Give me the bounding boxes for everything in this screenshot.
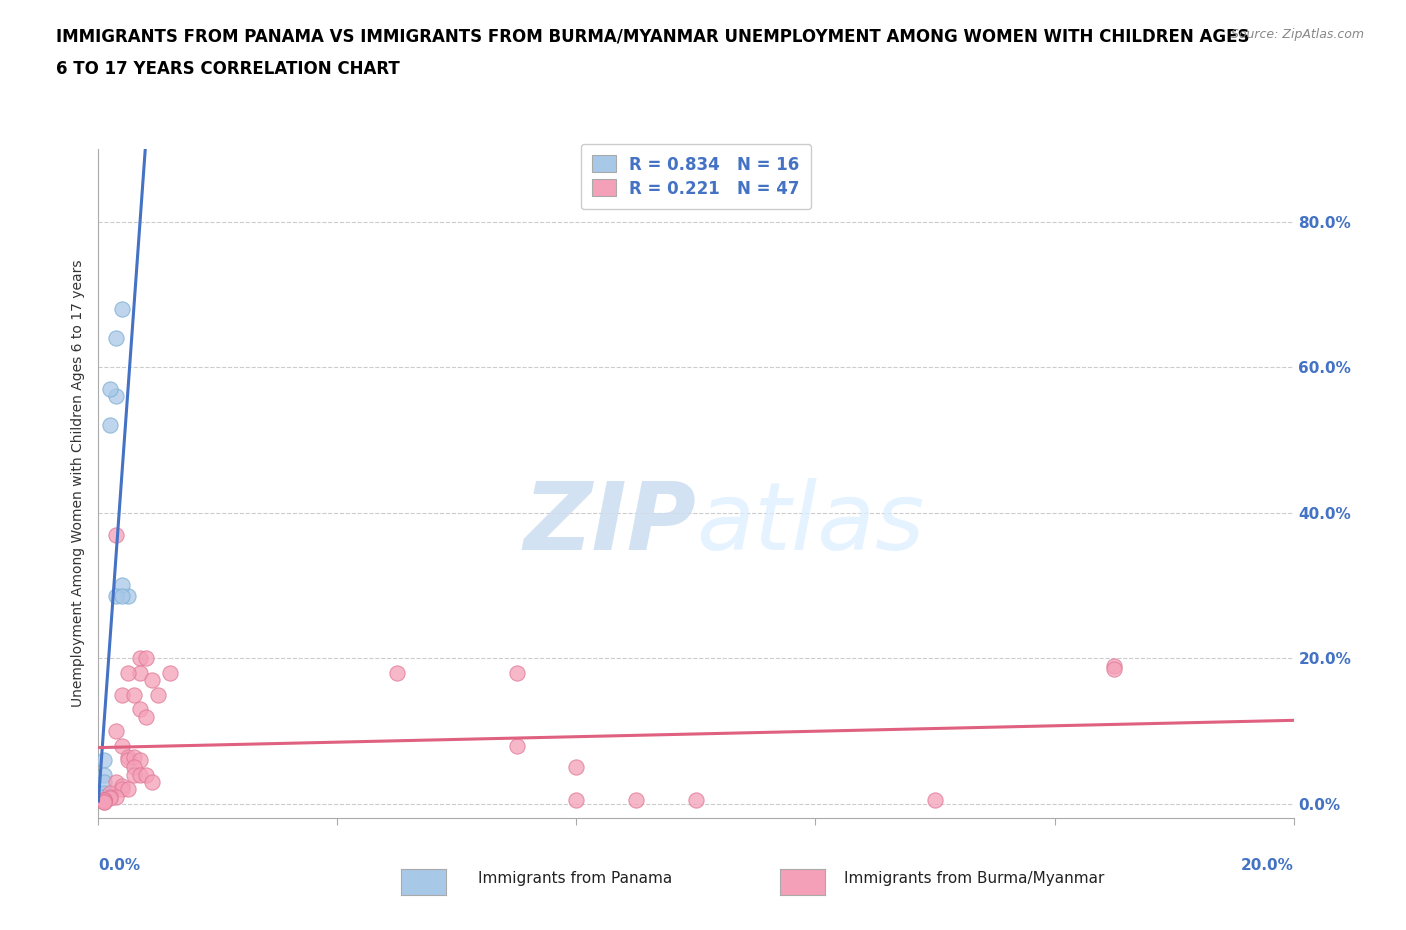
Point <box>100 786 122 801</box>
Point <box>105 330 128 345</box>
Point <box>129 752 152 767</box>
Point <box>129 702 152 717</box>
Point <box>93 786 115 801</box>
Point <box>565 792 588 807</box>
Point <box>148 687 170 702</box>
Point <box>506 738 529 753</box>
Text: Immigrants from Burma/Myanmar: Immigrants from Burma/Myanmar <box>844 871 1104 886</box>
Point <box>100 418 122 432</box>
Point <box>111 578 134 593</box>
Point <box>93 795 115 810</box>
Point <box>117 782 139 797</box>
Point <box>1104 658 1126 673</box>
Point <box>129 665 152 680</box>
Point <box>124 760 146 775</box>
Point <box>626 792 648 807</box>
Text: ZIP: ZIP <box>523 478 696 570</box>
Point <box>117 752 139 767</box>
Text: 0.0%: 0.0% <box>98 858 141 873</box>
Point <box>924 792 946 807</box>
Point <box>105 775 128 790</box>
Point <box>124 749 146 764</box>
Point <box>93 752 115 767</box>
Text: Source: ZipAtlas.com: Source: ZipAtlas.com <box>1230 28 1364 41</box>
Point <box>141 672 163 687</box>
Point <box>111 782 134 797</box>
Point <box>141 775 163 790</box>
Point <box>565 760 588 775</box>
Point <box>93 792 115 807</box>
Point <box>105 389 128 404</box>
Text: 20.0%: 20.0% <box>1240 858 1294 873</box>
Text: atlas: atlas <box>696 478 924 569</box>
Point <box>93 795 115 810</box>
Point <box>159 665 181 680</box>
Point <box>105 527 128 542</box>
Point <box>129 651 152 666</box>
Point <box>93 767 115 782</box>
Y-axis label: Unemployment Among Women with Children Ages 6 to 17 years: Unemployment Among Women with Children A… <box>72 259 86 708</box>
Point <box>117 589 139 604</box>
Point <box>105 790 128 804</box>
Point <box>124 767 146 782</box>
Point <box>100 790 122 804</box>
Text: 6 TO 17 YEARS CORRELATION CHART: 6 TO 17 YEARS CORRELATION CHART <box>56 60 399 78</box>
Point <box>93 792 115 807</box>
Point <box>685 792 707 807</box>
Point <box>111 778 134 793</box>
Point <box>111 738 134 753</box>
Text: IMMIGRANTS FROM PANAMA VS IMMIGRANTS FROM BURMA/MYANMAR UNEMPLOYMENT AMONG WOMEN: IMMIGRANTS FROM PANAMA VS IMMIGRANTS FRO… <box>56 28 1250 46</box>
Point <box>117 749 139 764</box>
Point <box>385 665 409 680</box>
Point <box>135 651 157 666</box>
Point <box>93 792 115 807</box>
Point <box>93 792 115 807</box>
Point <box>1104 662 1126 677</box>
Point <box>111 301 134 316</box>
Point <box>111 687 134 702</box>
Point <box>100 381 122 396</box>
Point <box>105 724 128 738</box>
Point <box>100 790 122 805</box>
Point <box>93 792 115 807</box>
Point <box>506 665 529 680</box>
Point <box>93 792 115 807</box>
Point <box>135 709 157 724</box>
Point <box>105 589 128 604</box>
Point <box>93 775 115 790</box>
Point <box>111 589 134 604</box>
Point <box>135 767 157 782</box>
Text: Immigrants from Panama: Immigrants from Panama <box>478 871 672 886</box>
Point <box>129 767 152 782</box>
Point <box>93 790 115 804</box>
Point <box>117 665 139 680</box>
Legend: R = 0.834   N = 16, R = 0.221   N = 47: R = 0.834 N = 16, R = 0.221 N = 47 <box>581 144 811 209</box>
Point <box>124 687 146 702</box>
